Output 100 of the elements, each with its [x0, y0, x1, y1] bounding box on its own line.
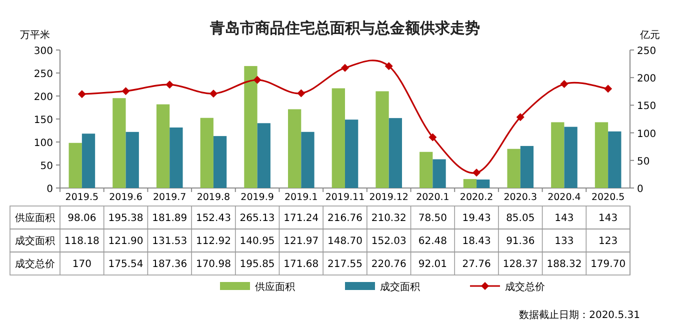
data-label: 175.54: [108, 259, 144, 270]
y-tick-label: 0: [46, 184, 53, 195]
x-tick-label: 2020.1: [416, 192, 450, 203]
bar: [68, 142, 82, 188]
point: [560, 80, 568, 88]
y-axis-title: 万平米: [20, 29, 50, 41]
text: 供应面积: [15, 213, 55, 224]
data-label: 216.76: [328, 213, 362, 224]
x-tick-label: 2019.7: [152, 192, 186, 203]
point: [78, 90, 86, 98]
x-tick-label: 2019.6: [109, 192, 142, 203]
data-label: 27.76: [462, 259, 491, 270]
data-label: 170: [72, 259, 92, 270]
data-label: 195.85: [240, 259, 275, 270]
point: [122, 87, 130, 96]
bar: [170, 127, 183, 188]
data-label: 19.43: [462, 213, 491, 224]
point: [516, 113, 524, 122]
chart-title: 青岛市商品住宅总面积与总金额供求走势: [209, 19, 480, 37]
bar: [608, 131, 622, 188]
bar: [594, 122, 608, 188]
data-label: 140.95: [240, 236, 275, 247]
data-label: 123: [598, 236, 618, 247]
y-tick-label: 50: [40, 161, 53, 172]
y2-tick-label: 200: [637, 74, 656, 85]
data-label: 85.05: [506, 213, 535, 224]
y-tick-label: 200: [34, 92, 53, 103]
bar: [126, 132, 139, 188]
bar: [476, 180, 490, 188]
x-tick-label: 2020.4: [548, 192, 581, 203]
data-label: 91.36: [506, 236, 535, 247]
x-tick-label: 2019.5: [65, 192, 99, 203]
bar: [213, 136, 227, 188]
data-label: 187.36: [152, 259, 188, 270]
bar: [463, 179, 477, 188]
x-tick-label: 2019.8: [196, 192, 230, 203]
data-label: 170.98: [196, 259, 231, 270]
y-tick-label: 300: [34, 46, 53, 57]
data-label: 195.38: [108, 213, 144, 224]
bar: [520, 146, 534, 188]
point: [209, 90, 218, 98]
y2-tick-label: 50: [637, 156, 650, 168]
bar: [432, 159, 446, 188]
bar: [200, 118, 214, 188]
bar: [301, 132, 314, 188]
data-label: 98.06: [68, 213, 96, 224]
point: [604, 84, 612, 93]
x-tick-label: 2020.3: [504, 192, 538, 203]
bar: [288, 109, 302, 188]
y-tick-label: 250: [34, 69, 53, 80]
data-label: 171.68: [284, 259, 319, 270]
x-tick-label: 2020.5: [591, 192, 625, 203]
bar: [420, 152, 433, 188]
x-tick-label: 2019.12: [369, 192, 408, 203]
data-label: 188.32: [546, 259, 582, 270]
bar: [82, 134, 96, 188]
bar: [551, 122, 564, 188]
bar: [388, 118, 402, 188]
data-label: 112.92: [196, 236, 231, 247]
y2-tick-label: 150: [637, 101, 656, 112]
text: 数据截止日期：2020.5.31: [519, 309, 640, 321]
data-label: 62.48: [418, 236, 448, 247]
x-tick-label: 2020.2: [460, 192, 494, 203]
data-label: 92.01: [418, 259, 448, 270]
data-label: 118.18: [64, 236, 100, 247]
data-label: 121.90: [108, 236, 144, 247]
point: [341, 64, 349, 72]
point: [297, 89, 306, 98]
data-label: 148.70: [328, 236, 362, 247]
bar: [156, 104, 170, 188]
point: [472, 168, 481, 177]
x-tick-label: 2019.9: [240, 192, 274, 203]
bar: [332, 88, 345, 188]
data-label: 133: [554, 236, 574, 247]
legend-label: 成交总价: [505, 281, 545, 293]
text: 成交面积: [15, 236, 55, 247]
bar: [376, 91, 389, 188]
data-label: 210.32: [371, 213, 406, 224]
y-tick-label: 150: [34, 115, 53, 126]
text: 成交总价: [15, 259, 55, 270]
point: [166, 80, 174, 89]
bar: [244, 66, 258, 188]
point: [428, 133, 437, 142]
data-label: 220.76: [371, 259, 406, 270]
data-label: 78.50: [418, 213, 448, 224]
data-label: 152.43: [196, 213, 231, 224]
y-tick-label: 100: [34, 138, 53, 149]
bar: [345, 120, 358, 188]
data-label: 217.55: [328, 259, 362, 270]
bar: [112, 98, 126, 188]
point: [253, 76, 262, 84]
data-label: 128.37: [502, 259, 538, 270]
data-label: 143: [554, 213, 574, 224]
point: [384, 62, 393, 70]
y2-axis-title: 亿元: [639, 30, 660, 41]
data-label: 143: [598, 213, 618, 224]
bar: [257, 123, 270, 188]
data-label: 171.24: [284, 213, 319, 224]
data-label: 265.13: [240, 213, 275, 224]
data-label: 181.89: [152, 213, 188, 224]
